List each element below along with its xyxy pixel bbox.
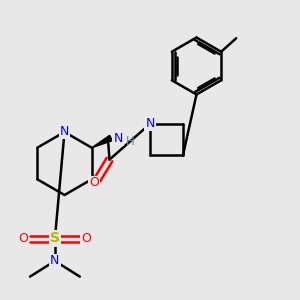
Text: N: N bbox=[50, 254, 60, 268]
Text: N: N bbox=[60, 125, 69, 139]
Text: S: S bbox=[50, 232, 60, 245]
Text: O: O bbox=[89, 176, 99, 190]
Text: N: N bbox=[145, 117, 155, 130]
Text: H: H bbox=[125, 135, 134, 148]
Text: N: N bbox=[113, 131, 123, 145]
Text: O: O bbox=[19, 232, 28, 245]
Polygon shape bbox=[92, 135, 112, 148]
Text: O: O bbox=[82, 232, 91, 245]
